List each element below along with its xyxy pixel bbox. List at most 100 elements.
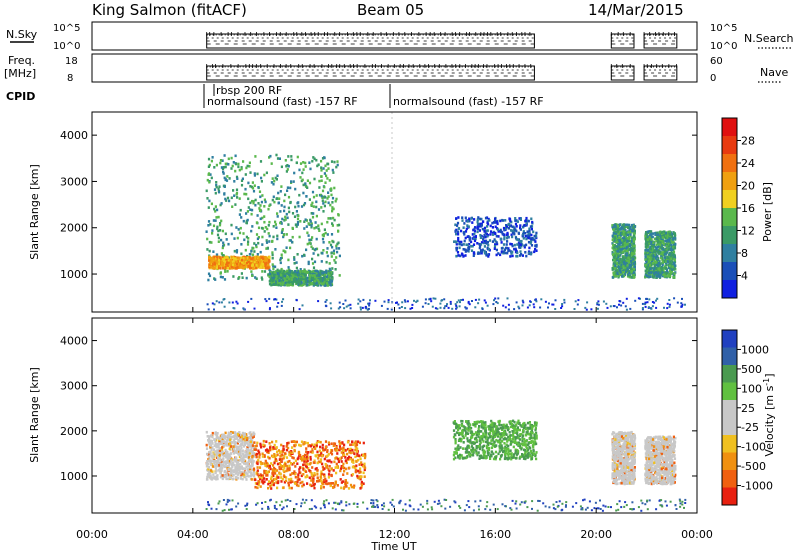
echo-cell <box>475 236 477 239</box>
echo-cell <box>288 196 290 199</box>
echo-cell <box>254 308 256 310</box>
echo-cell <box>300 278 302 281</box>
echo-cell <box>220 272 222 275</box>
echo-cell <box>331 222 333 225</box>
echo-cell <box>457 216 459 219</box>
echo-cell <box>227 453 229 456</box>
echo-cell <box>251 200 253 203</box>
echo-cell <box>213 448 215 451</box>
echo-cell <box>221 469 223 472</box>
echo-cell <box>456 224 458 227</box>
echo-cell <box>649 236 651 239</box>
echo-cell <box>326 221 328 224</box>
echo-cell <box>496 241 498 244</box>
echo-cell <box>249 253 251 256</box>
echo-cell <box>331 255 333 258</box>
echo-cell <box>329 179 331 182</box>
echo-cell <box>312 262 314 265</box>
echo-cell <box>494 245 496 248</box>
echo-cell <box>283 200 285 203</box>
echo-cell <box>531 221 533 224</box>
echo-cell <box>618 237 620 240</box>
echo-cell <box>260 251 262 254</box>
echo-cell <box>337 230 339 233</box>
echo-cell <box>317 300 319 302</box>
echo-cell <box>504 219 506 222</box>
echo-cell <box>456 301 458 303</box>
echo-cell <box>473 228 475 231</box>
echo-cell <box>451 308 453 310</box>
nave-tick-top-right: 60 <box>710 56 723 67</box>
echo-cell <box>245 257 247 260</box>
echo-cell <box>531 237 533 240</box>
echo-cell <box>250 270 252 273</box>
echo-cell <box>251 225 253 228</box>
echo-cell <box>554 308 556 310</box>
echo-cell <box>494 232 496 235</box>
echo-cell <box>506 243 508 246</box>
echo-cell <box>221 202 223 205</box>
echo-cell <box>478 224 480 227</box>
echo-cell <box>321 179 323 182</box>
echo-cell <box>336 247 338 250</box>
echo-cell <box>459 247 461 250</box>
echo-cell <box>281 301 283 303</box>
echo-cell <box>350 307 352 309</box>
echo-cell <box>320 277 322 280</box>
nave-tick-bottom-right: 0 <box>710 73 716 84</box>
echo-cell <box>302 284 304 287</box>
echo-cell <box>245 478 247 481</box>
echo-cell <box>214 188 216 191</box>
echo-cell <box>311 160 313 163</box>
echo-cell <box>206 238 208 241</box>
echo-cell <box>252 267 254 270</box>
echo-cell <box>224 270 226 273</box>
echo-cell <box>315 221 317 224</box>
echo-cell <box>496 254 498 257</box>
echo-cell <box>657 233 659 236</box>
echo-cell <box>440 300 442 302</box>
echo-cell <box>208 475 210 478</box>
echo-cell <box>463 226 465 229</box>
echo-cell <box>360 309 362 311</box>
echo-cell <box>217 234 219 237</box>
echo-cell <box>278 202 280 205</box>
echo-cell <box>626 309 628 311</box>
echo-cell <box>218 191 220 194</box>
echo-cell <box>522 304 524 306</box>
echo-cell <box>457 231 459 234</box>
echo-cell <box>631 253 633 256</box>
echo-cell <box>617 266 619 269</box>
echo-cell <box>218 237 220 240</box>
echo-cell <box>243 239 245 242</box>
echo-cell <box>254 184 256 187</box>
echo-cell <box>228 432 230 435</box>
echo-cell <box>324 205 326 208</box>
echo-cell <box>630 233 632 236</box>
echo-cell <box>642 307 644 309</box>
echo-cell <box>208 165 210 168</box>
echo-cell <box>331 208 333 211</box>
echo-cell <box>305 280 307 283</box>
echo-cell <box>327 191 329 194</box>
echo-cell <box>503 227 505 230</box>
echo-cell <box>239 232 241 235</box>
echo-cell <box>488 219 490 222</box>
echo-cell <box>369 299 371 301</box>
echo-cell <box>508 249 510 252</box>
echo-cell <box>272 268 274 271</box>
echo-cell <box>240 227 242 230</box>
echo-cell <box>254 155 256 158</box>
echo-cell <box>450 303 452 305</box>
echo-cell <box>520 218 522 221</box>
echo-cell <box>294 188 296 191</box>
echo-cell <box>324 165 326 168</box>
echo-cell <box>232 302 234 304</box>
echo-cell <box>266 172 268 175</box>
echo-cell <box>253 468 255 471</box>
echo-cell <box>476 242 478 245</box>
echo-cell <box>325 305 327 307</box>
echo-cell <box>267 208 269 211</box>
echo-cell <box>533 303 535 305</box>
echo-cell <box>279 222 281 225</box>
